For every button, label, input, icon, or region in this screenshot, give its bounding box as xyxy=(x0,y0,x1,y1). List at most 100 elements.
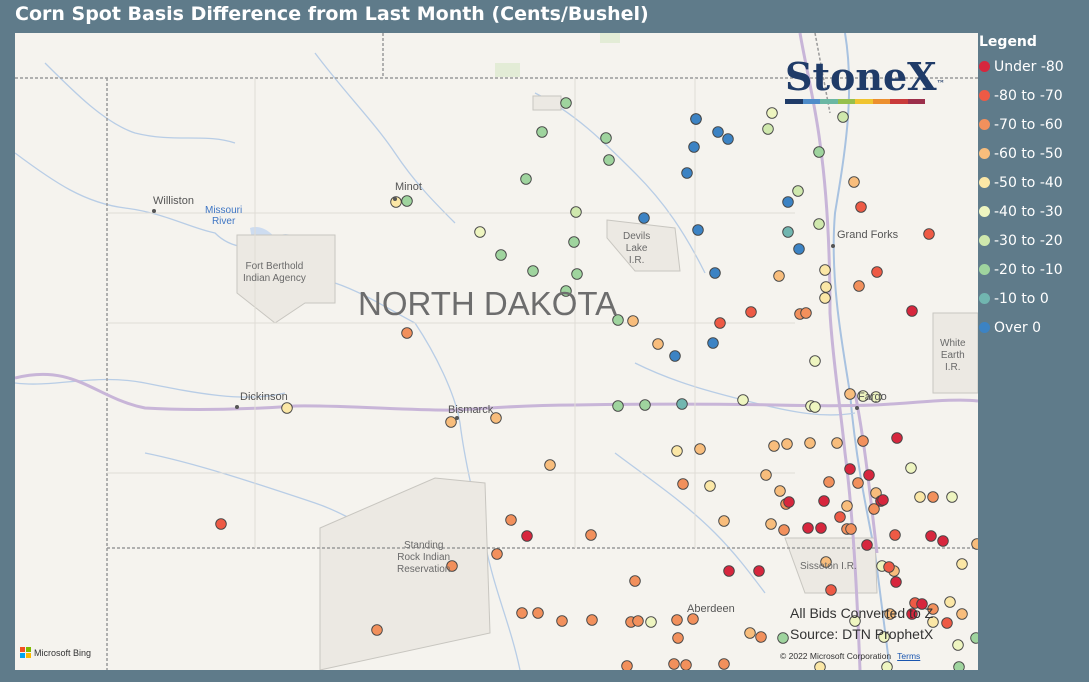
bid-point[interactable] xyxy=(941,617,953,629)
bid-point[interactable] xyxy=(927,616,939,628)
bid-point[interactable] xyxy=(813,218,825,230)
terms-link[interactable]: Terms xyxy=(897,651,921,661)
bid-point[interactable] xyxy=(474,226,486,238)
bid-point[interactable] xyxy=(672,632,684,644)
bid-point[interactable] xyxy=(946,491,958,503)
bid-point[interactable] xyxy=(834,511,846,523)
bid-point[interactable] xyxy=(944,596,956,608)
bid-point[interactable] xyxy=(760,469,772,481)
bid-point[interactable] xyxy=(516,607,528,619)
legend-item[interactable]: -60 to -50 xyxy=(979,139,1089,168)
bid-point[interactable] xyxy=(774,485,786,497)
bid-point[interactable] xyxy=(906,305,918,317)
bid-point[interactable] xyxy=(857,435,869,447)
bid-point[interactable] xyxy=(688,141,700,153)
bid-point[interactable] xyxy=(629,575,641,587)
bid-point[interactable] xyxy=(687,613,699,625)
bid-point[interactable] xyxy=(831,437,843,449)
bid-point[interactable] xyxy=(632,615,644,627)
legend-item[interactable]: -20 to -10 xyxy=(979,255,1089,284)
bid-point[interactable] xyxy=(709,267,721,279)
bid-point[interactable] xyxy=(491,548,503,560)
bid-point[interactable] xyxy=(669,350,681,362)
bid-point[interactable] xyxy=(694,443,706,455)
bid-point[interactable] xyxy=(744,627,756,639)
bid-point[interactable] xyxy=(782,226,794,238)
bid-point[interactable] xyxy=(621,660,633,670)
bid-point[interactable] xyxy=(820,556,832,568)
bid-point[interactable] xyxy=(627,315,639,327)
bid-point[interactable] xyxy=(762,123,774,135)
bid-point[interactable] xyxy=(923,228,935,240)
bid-point[interactable] xyxy=(690,113,702,125)
bid-point[interactable] xyxy=(878,631,890,643)
bid-point[interactable] xyxy=(755,631,767,643)
bid-point[interactable] xyxy=(677,478,689,490)
bid-point[interactable] xyxy=(818,495,830,507)
bid-point[interactable] xyxy=(927,603,939,615)
bid-point[interactable] xyxy=(823,476,835,488)
bid-point[interactable] xyxy=(215,518,227,530)
bid-point[interactable] xyxy=(849,615,861,627)
bid-point[interactable] xyxy=(671,445,683,457)
bid-point[interactable] xyxy=(445,416,457,428)
bid-point[interactable] xyxy=(890,576,902,588)
bid-point[interactable] xyxy=(857,390,869,402)
bid-point[interactable] xyxy=(891,432,903,444)
bid-point[interactable] xyxy=(825,584,837,596)
bid-point[interactable] xyxy=(495,249,507,261)
bid-point[interactable] xyxy=(871,266,883,278)
bid-point[interactable] xyxy=(652,338,664,350)
bid-point[interactable] xyxy=(845,523,857,535)
bid-point[interactable] xyxy=(956,558,968,570)
bid-point[interactable] xyxy=(925,530,937,542)
bid-point[interactable] xyxy=(568,236,580,248)
bid-point[interactable] xyxy=(586,614,598,626)
bid-point[interactable] xyxy=(773,270,785,282)
bid-point[interactable] xyxy=(521,530,533,542)
legend-item[interactable]: Under -80 xyxy=(979,52,1089,81)
bid-point[interactable] xyxy=(603,154,615,166)
bid-point[interactable] xyxy=(560,97,572,109)
bid-point[interactable] xyxy=(505,514,517,526)
bid-point[interactable] xyxy=(723,565,735,577)
bid-point[interactable] xyxy=(765,518,777,530)
bid-point[interactable] xyxy=(852,477,864,489)
bid-point[interactable] xyxy=(884,608,896,620)
bid-point[interactable] xyxy=(536,126,548,138)
bid-point[interactable] xyxy=(953,661,965,670)
bid-point[interactable] xyxy=(881,661,893,670)
bid-point[interactable] xyxy=(676,398,688,410)
bid-point[interactable] xyxy=(639,399,651,411)
bid-point[interactable] xyxy=(671,614,683,626)
bid-point[interactable] xyxy=(527,265,539,277)
bid-point[interactable] xyxy=(446,560,458,572)
bid-point[interactable] xyxy=(401,195,413,207)
bid-point[interactable] xyxy=(819,292,831,304)
bid-point[interactable] xyxy=(777,632,789,644)
bid-point[interactable] xyxy=(815,522,827,534)
bid-point[interactable] xyxy=(844,463,856,475)
bid-point[interactable] xyxy=(490,412,502,424)
bid-point[interactable] xyxy=(371,624,383,636)
bid-point[interactable] xyxy=(819,264,831,276)
bid-point[interactable] xyxy=(952,639,964,651)
bid-point[interactable] xyxy=(712,126,724,138)
bid-point[interactable] xyxy=(570,206,582,218)
legend-item[interactable]: Over 0 xyxy=(979,313,1089,342)
bid-point[interactable] xyxy=(868,503,880,515)
bid-point[interactable] xyxy=(971,538,978,550)
bid-point[interactable] xyxy=(766,107,778,119)
bid-point[interactable] xyxy=(532,607,544,619)
bid-point[interactable] xyxy=(916,598,928,610)
bid-point[interactable] xyxy=(668,658,680,670)
bid-point[interactable] xyxy=(281,402,293,414)
bid-point[interactable] xyxy=(889,529,901,541)
bid-point[interactable] xyxy=(905,462,917,474)
bid-point[interactable] xyxy=(792,185,804,197)
bid-point[interactable] xyxy=(813,146,825,158)
bid-point[interactable] xyxy=(718,515,730,527)
bid-point[interactable] xyxy=(692,224,704,236)
bid-point[interactable] xyxy=(401,327,413,339)
bid-point[interactable] xyxy=(781,438,793,450)
